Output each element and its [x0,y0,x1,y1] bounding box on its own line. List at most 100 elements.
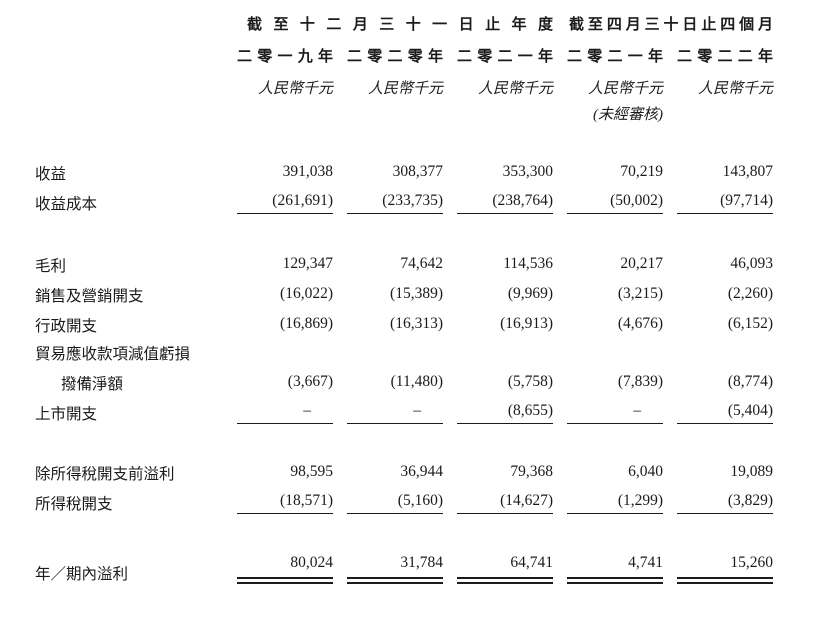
row-label: 銷售及營銷開支 [35,288,144,305]
cell-value: 308,377 [333,154,443,184]
amount-value: (233,735) [347,192,443,214]
empty-corner-cell [35,8,223,34]
table-row: 收益成本 (261,691) (233,735) (238,764) (50,002) (… [35,184,774,214]
cell-value: (16,022) [223,276,333,306]
cell-value: (14,627) [443,484,554,514]
table-row: 收益 391,038 308,377 353,300 70,219 143,807 [35,154,773,184]
unit-header-row: 人民幣千元 人民幣千元 人民幣千元 人民幣千元 人民幣千元 [35,66,773,98]
nil-dash: – [347,402,443,424]
period-group-header-row: 截至十二月三十一日止年度 截至四月三十日止四個月 [35,8,773,34]
amount-value: (5,160) [347,492,443,514]
column-header-year: 二零二一年 [457,49,554,65]
row-label: 行政開支 [35,318,98,335]
cell-value: (1,299) [553,484,664,514]
amount-value: (16,022) [280,285,333,302]
cell-value: (5,160) [333,484,443,514]
cell-value: 31,784 [333,554,443,584]
row-label: 毛利 [35,258,67,275]
cell-value: 64,741 [443,554,554,584]
empty-cell [333,98,443,124]
cell-value: 114,536 [443,246,553,276]
amount-value: 64,741 [457,554,554,584]
cell-value: 6,040 [553,454,663,484]
cell-value: (8,655) [443,394,554,424]
cell-value: 143,807 [663,154,773,184]
cell-value: 391,038 [223,154,333,184]
cell-value: (16,869) [223,306,333,336]
amount-value: (6,152) [727,315,774,332]
column-header-year: 二零一九年 [237,49,333,65]
financial-table: 截至十二月三十一日止年度 截至四月三十日止四個月 二零一九年 二零二零年 二零二… [35,8,774,584]
row-label: 貿易應收款項減值虧損 [35,346,191,363]
amount-value: (9,969) [507,285,554,302]
amount-value: (261,691) [237,192,333,214]
cell-value: (238,764) [443,184,554,214]
cell-value: (9,969) [443,276,553,306]
cell-value: (233,735) [333,184,443,214]
amount-value: (1,299) [567,492,664,514]
amount-value: 79,368 [510,463,554,480]
table-row: 銷售及營銷開支 (16,022) (15,389) (9,969) (3,215) (2,… [35,276,773,306]
amount-value: (16,313) [390,315,443,332]
cell-value: (3,667) [223,364,333,394]
table-row: 撥備淨額 (3,667) (11,480) (5,758) (7,839) (8,774) [35,364,773,394]
cell-value: 4,741 [553,554,664,584]
column-unit-label: 人民幣千元 [257,81,333,97]
unaudited-note: (未經審核) [593,107,664,123]
amount-value: 6,040 [628,463,664,480]
amount-value: 70,219 [620,163,664,180]
table-row: 上市開支 – – (8,655) – (5,404) [35,394,774,424]
amount-value: (3,829) [677,492,774,514]
amount-value: 98,595 [290,463,333,480]
amount-value: 46,093 [730,255,774,272]
amount-value: 74,642 [400,255,443,272]
amount-value: (16,869) [280,315,333,332]
cell-value: (3,829) [663,484,774,514]
column-header-year: 二零二零年 [347,49,443,65]
cell-value: 129,347 [223,246,333,276]
amount-value: (5,758) [507,373,554,390]
period-group-annual: 截至十二月三十一日止年度 [247,17,554,33]
nil-dash: – [237,402,333,424]
cell-value: (50,002) [553,184,664,214]
table-row: 行政開支 (16,869) (16,313) (16,913) (4,676) (6,15… [35,306,773,336]
cell-value: (11,480) [333,364,443,394]
cell-value [663,336,773,364]
cell-value: (6,152) [663,306,773,336]
row-label: 收益 [35,166,67,183]
row-label: 上市開支 [35,406,98,423]
financial-statement-page: 截至十二月三十一日止年度 截至四月三十日止四個月 二零一九年 二零二零年 二零二… [35,8,774,584]
column-header-year: 二零二二年 [677,49,774,65]
cell-value: – [223,394,333,424]
amount-value: (97,714) [677,192,774,214]
unaudited-note-row: (未經審核) [35,98,773,124]
amount-value: 80,024 [237,554,333,584]
cell-value: 36,944 [333,454,443,484]
empty-cell [663,98,773,124]
column-unit-label: 人民幣千元 [698,81,774,97]
amount-value: 20,217 [620,255,664,272]
amount-value: 114,536 [503,255,554,272]
cell-value: 98,595 [223,454,333,484]
cell-value [223,336,333,364]
cell-value: (4,676) [553,306,663,336]
cell-value: – [333,394,443,424]
amount-value: (18,571) [237,492,333,514]
header-gap-row [35,124,773,154]
cell-value: 15,260 [663,554,774,584]
amount-value: (5,404) [677,402,774,424]
cell-value: 70,219 [553,154,663,184]
amount-value: (7,839) [617,373,664,390]
amount-value: 36,944 [400,463,443,480]
amount-value: (11,480) [390,373,443,390]
table-row: 貿易應收款項減值虧損 [35,336,773,364]
cell-value: (97,714) [663,184,774,214]
cell-value: 80,024 [223,554,333,584]
cell-value: (18,571) [223,484,333,514]
amount-value: 19,089 [730,463,774,480]
amount-value: (16,913) [500,315,554,332]
cell-value: – [553,394,664,424]
amount-value: (8,655) [457,402,554,424]
amount-value: (14,627) [457,492,554,514]
table-row: 除所得稅開支前溢利 98,595 36,944 79,368 6,040 19,089 [35,454,773,484]
